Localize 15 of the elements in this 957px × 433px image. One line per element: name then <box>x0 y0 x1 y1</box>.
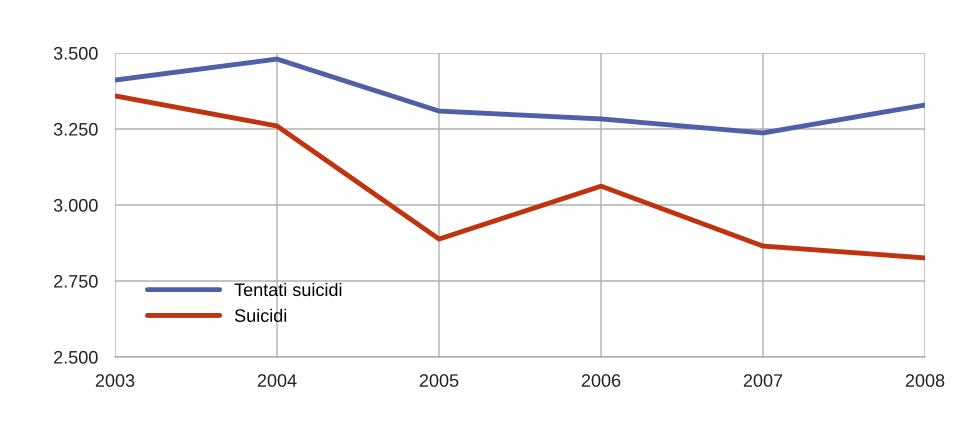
y-tick-label: 3.000 <box>54 198 98 212</box>
y-tick-label: 2.500 <box>54 350 98 364</box>
line-series <box>115 56 925 136</box>
legend-label: Suicidi <box>234 308 286 322</box>
x-tick-label: 2008 <box>906 374 944 387</box>
x-tick-label: 2004 <box>258 374 297 387</box>
x-tick-label: 2007 <box>744 374 782 387</box>
y-tick-label: 3.250 <box>54 122 98 136</box>
line-series <box>115 93 925 260</box>
y-tick-label: 2.750 <box>54 274 98 288</box>
y-tick-label: 3.500 <box>54 46 98 60</box>
x-tick-label: 2006 <box>582 374 620 387</box>
x-tick-label: 2005 <box>420 374 458 387</box>
x-tick-label: 2003 <box>96 374 134 387</box>
legend-label: Tentati suicidi <box>234 282 342 296</box>
